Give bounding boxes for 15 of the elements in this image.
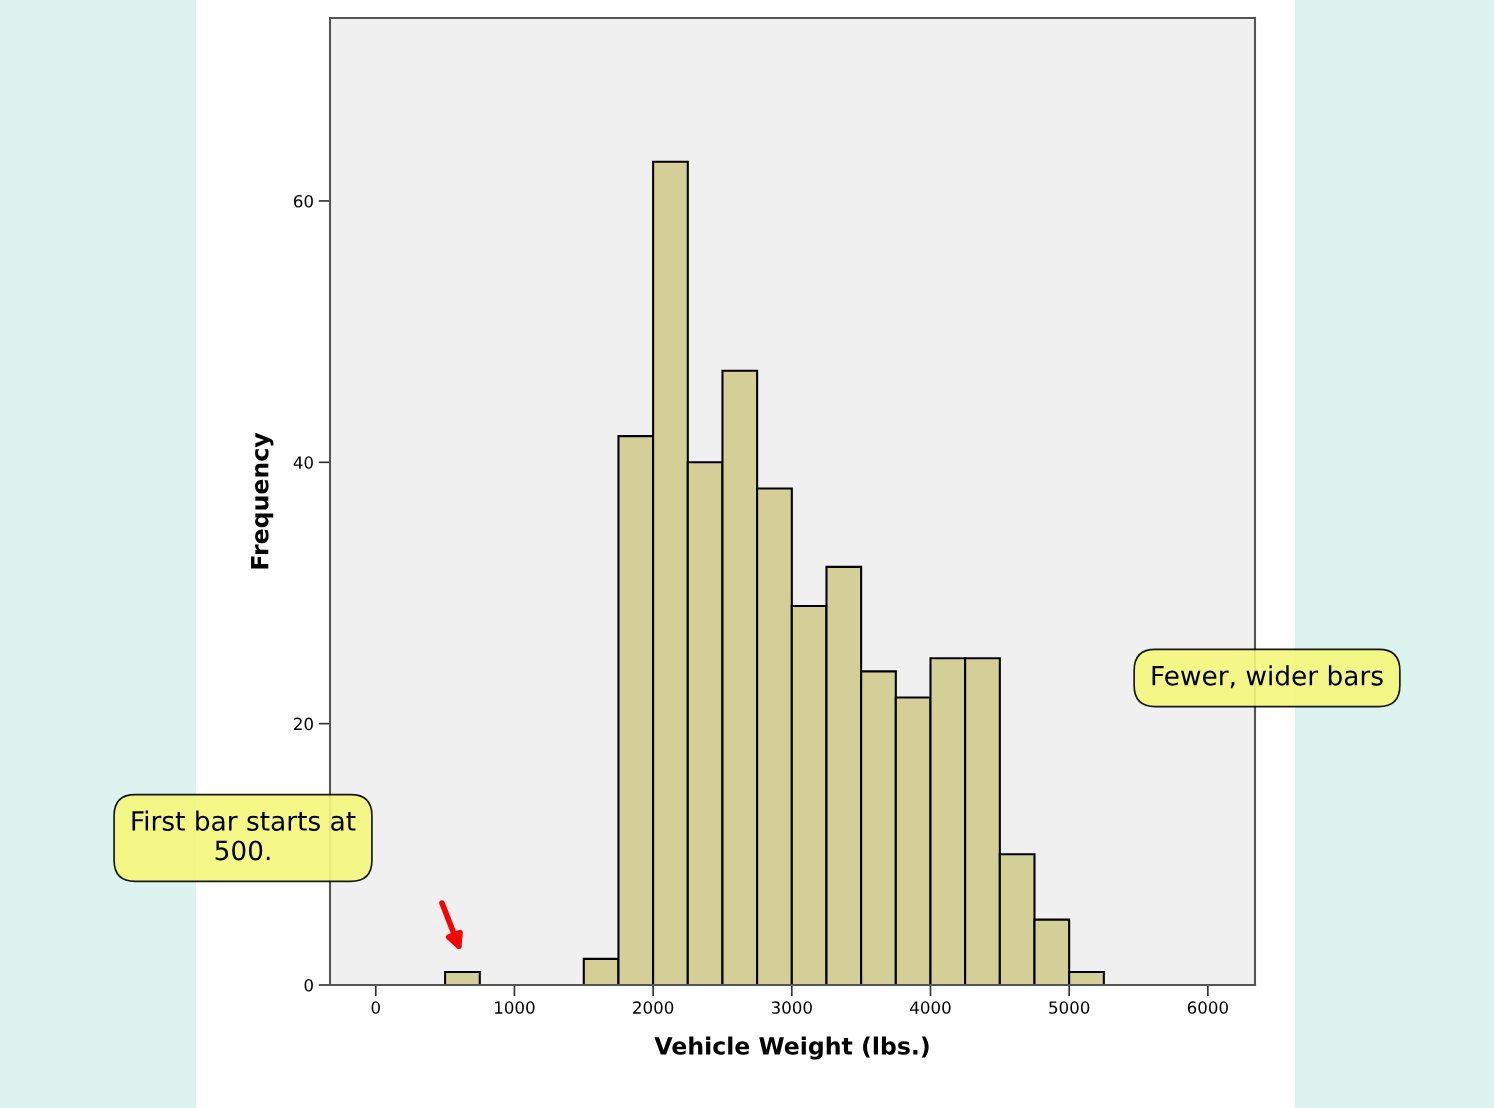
x-tick-label: 2000 [633, 1001, 674, 1014]
y-tick-label: 20 [294, 717, 313, 731]
x-tick-label: 5000 [1049, 1001, 1090, 1014]
x-tick-label: 6000 [1187, 1001, 1228, 1014]
x-tick-label: 3000 [771, 1001, 812, 1014]
annotation: First bar starts at 500. [132, 810, 356, 861]
y-tick-label: 0 [304, 978, 313, 992]
annotation: Fewer, wider bars [1152, 665, 1383, 689]
x-axis-title: Vehicle Weight (lbs.) [654, 1036, 929, 1060]
y-axis-title: Frequency [251, 432, 274, 569]
x-tick-label: 0 [371, 1001, 380, 1014]
x-tick-label: 4000 [910, 1001, 951, 1014]
x-tick-label: 1000 [495, 1001, 535, 1014]
y-tick-label: 40 [293, 456, 313, 469]
y-tick-label: 60 [293, 194, 313, 208]
